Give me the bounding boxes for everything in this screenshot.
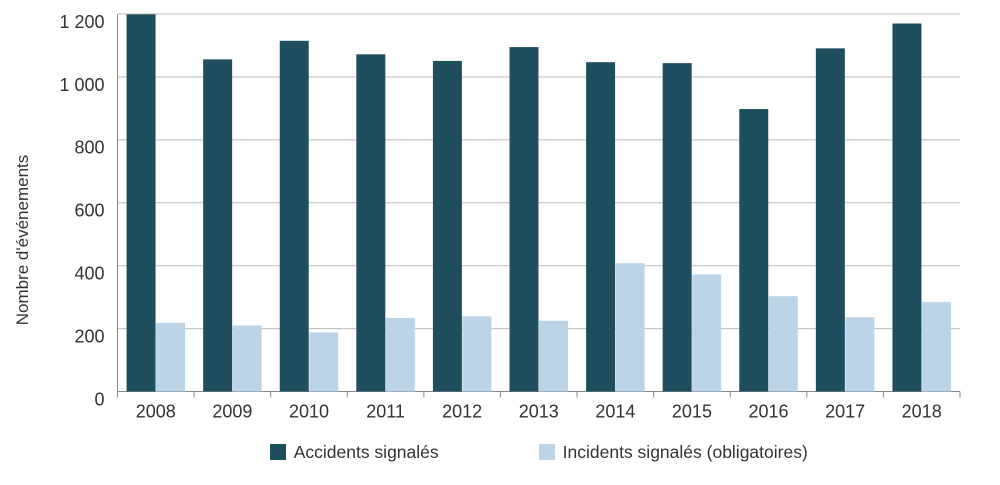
svg-text:2010: 2010 xyxy=(289,402,329,422)
svg-text:2011: 2011 xyxy=(366,402,405,422)
svg-text:2018: 2018 xyxy=(902,402,942,422)
svg-text:2008: 2008 xyxy=(136,402,176,422)
svg-text:0: 0 xyxy=(94,389,104,409)
svg-text:2012: 2012 xyxy=(442,402,482,422)
svg-text:2015: 2015 xyxy=(672,402,712,422)
svg-text:400: 400 xyxy=(74,263,104,283)
svg-text:1 200: 1 200 xyxy=(59,12,104,32)
svg-text:200: 200 xyxy=(74,326,104,346)
svg-text:600: 600 xyxy=(74,201,104,221)
svg-text:1 000: 1 000 xyxy=(59,75,104,95)
svg-text:800: 800 xyxy=(74,138,104,158)
svg-text:2013: 2013 xyxy=(519,402,559,422)
svg-text:2009: 2009 xyxy=(212,402,252,422)
svg-text:2016: 2016 xyxy=(748,402,788,422)
svg-text:2014: 2014 xyxy=(595,402,635,422)
svg-text:2017: 2017 xyxy=(825,402,865,422)
